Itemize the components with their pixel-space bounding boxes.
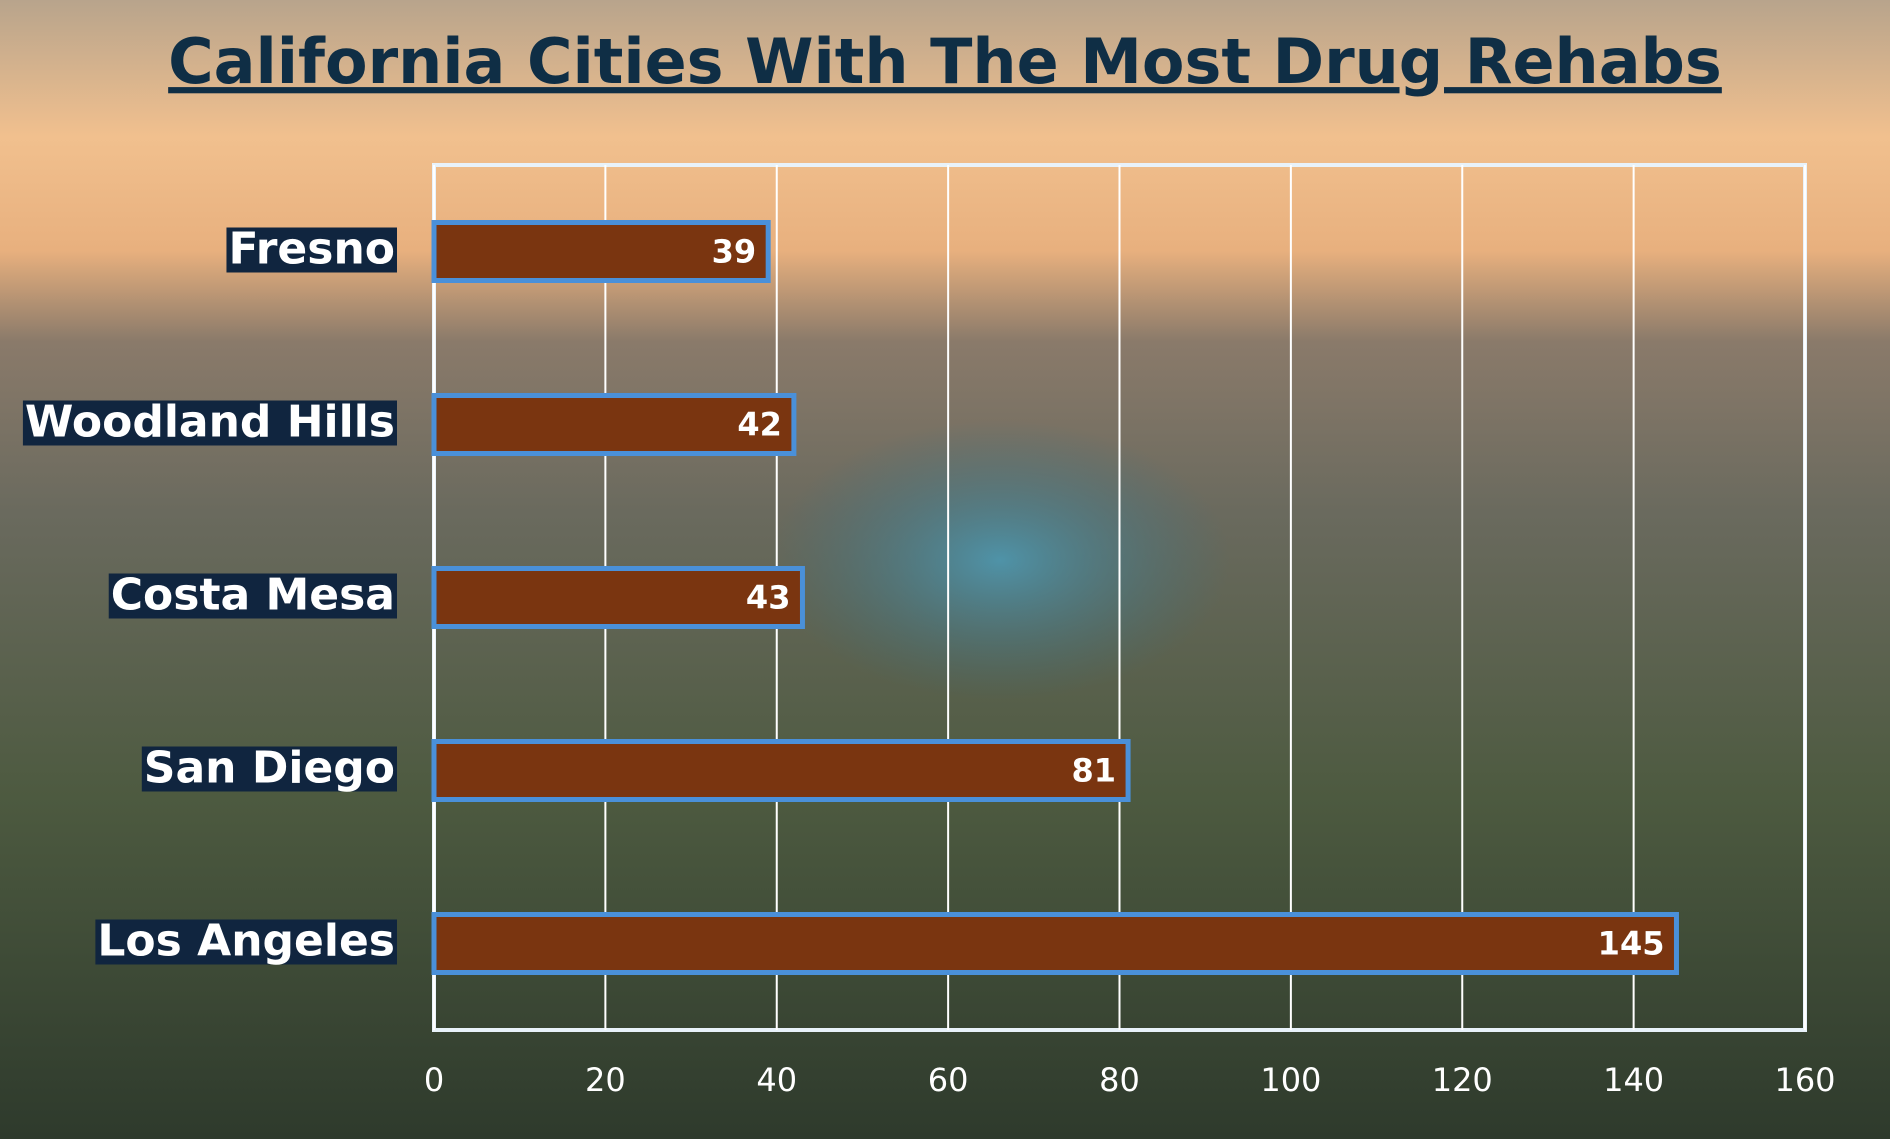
value-label: 39 <box>712 233 757 271</box>
bar <box>431 912 1679 975</box>
bar <box>431 739 1131 802</box>
category-label-background <box>22 400 397 446</box>
y-tick-label: San Diego <box>144 743 395 794</box>
value-label: 42 <box>737 406 782 444</box>
value-label: 43 <box>746 579 791 617</box>
background-lake <box>770 420 1230 700</box>
y-tick-label: Fresno <box>228 224 395 275</box>
x-tick-label: 40 <box>756 1061 797 1099</box>
category-label-background <box>95 919 397 965</box>
category-label-background <box>226 227 397 273</box>
x-tick-label: 140 <box>1603 1061 1664 1099</box>
y-tick-label: Costa Mesa <box>111 570 395 621</box>
bar <box>431 393 797 456</box>
x-tick-label: 20 <box>585 1061 626 1099</box>
bar <box>431 220 771 283</box>
y-tick-label: Los Angeles <box>97 916 395 967</box>
x-tick-label: 120 <box>1432 1061 1493 1099</box>
value-label: 81 <box>1072 752 1117 790</box>
value-label: 145 <box>1598 925 1665 963</box>
category-label-background <box>108 573 397 619</box>
x-tick-label: 100 <box>1260 1061 1321 1099</box>
chart-title: California Cities With The Most Drug Reh… <box>168 25 1722 98</box>
y-tick-label: Woodland Hills <box>25 397 395 448</box>
category-label-background <box>141 746 397 792</box>
x-tick-label: 60 <box>928 1061 969 1099</box>
bar <box>431 566 805 629</box>
x-tick-label: 0 <box>424 1061 444 1099</box>
x-tick-label: 160 <box>1774 1061 1835 1099</box>
x-tick-label: 80 <box>1099 1061 1140 1099</box>
